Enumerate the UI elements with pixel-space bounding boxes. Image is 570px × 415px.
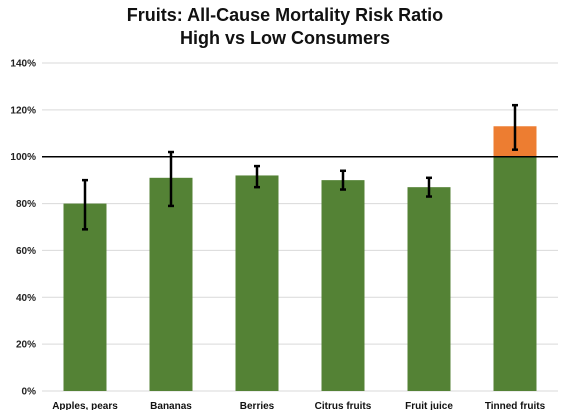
x-category-label: Tinned fruits bbox=[485, 401, 546, 410]
bar bbox=[407, 187, 451, 391]
bar bbox=[493, 156, 537, 391]
x-category-label: Apples, pears bbox=[52, 401, 118, 410]
bars bbox=[63, 126, 537, 391]
x-category-label: Citrus fruits bbox=[315, 401, 372, 410]
y-tick-label: 20% bbox=[16, 340, 36, 351]
chart-subtitle: High vs Low Consumers bbox=[180, 28, 390, 48]
y-tick-label: 0% bbox=[22, 387, 37, 398]
y-tick-label: 100% bbox=[10, 152, 36, 163]
y-tick-label: 40% bbox=[16, 293, 36, 304]
bar bbox=[235, 175, 279, 391]
y-tick-label: 60% bbox=[16, 246, 36, 257]
y-tick-label: 120% bbox=[10, 105, 36, 116]
bar bbox=[321, 180, 365, 391]
bar bbox=[63, 203, 107, 391]
y-axis-tick-labels: 0% 20% 40% 60% 80% 100% 120% 140% bbox=[10, 59, 36, 398]
y-tick-label: 80% bbox=[16, 199, 36, 210]
x-category-label: Berries bbox=[240, 401, 275, 410]
x-category-label: Fruit juice bbox=[405, 401, 453, 410]
gridlines bbox=[42, 62, 558, 392]
x-axis-category-labels: Apples, pears Bananas Berries Citrus fruits… bbox=[52, 401, 546, 412]
chart-title: Fruits: All-Cause Mortality Risk Ratio bbox=[127, 5, 443, 25]
y-tick-label: 140% bbox=[10, 59, 36, 70]
error-bars bbox=[82, 103, 518, 231]
bar bbox=[149, 177, 193, 391]
x-category-label: Bananas bbox=[150, 401, 192, 410]
